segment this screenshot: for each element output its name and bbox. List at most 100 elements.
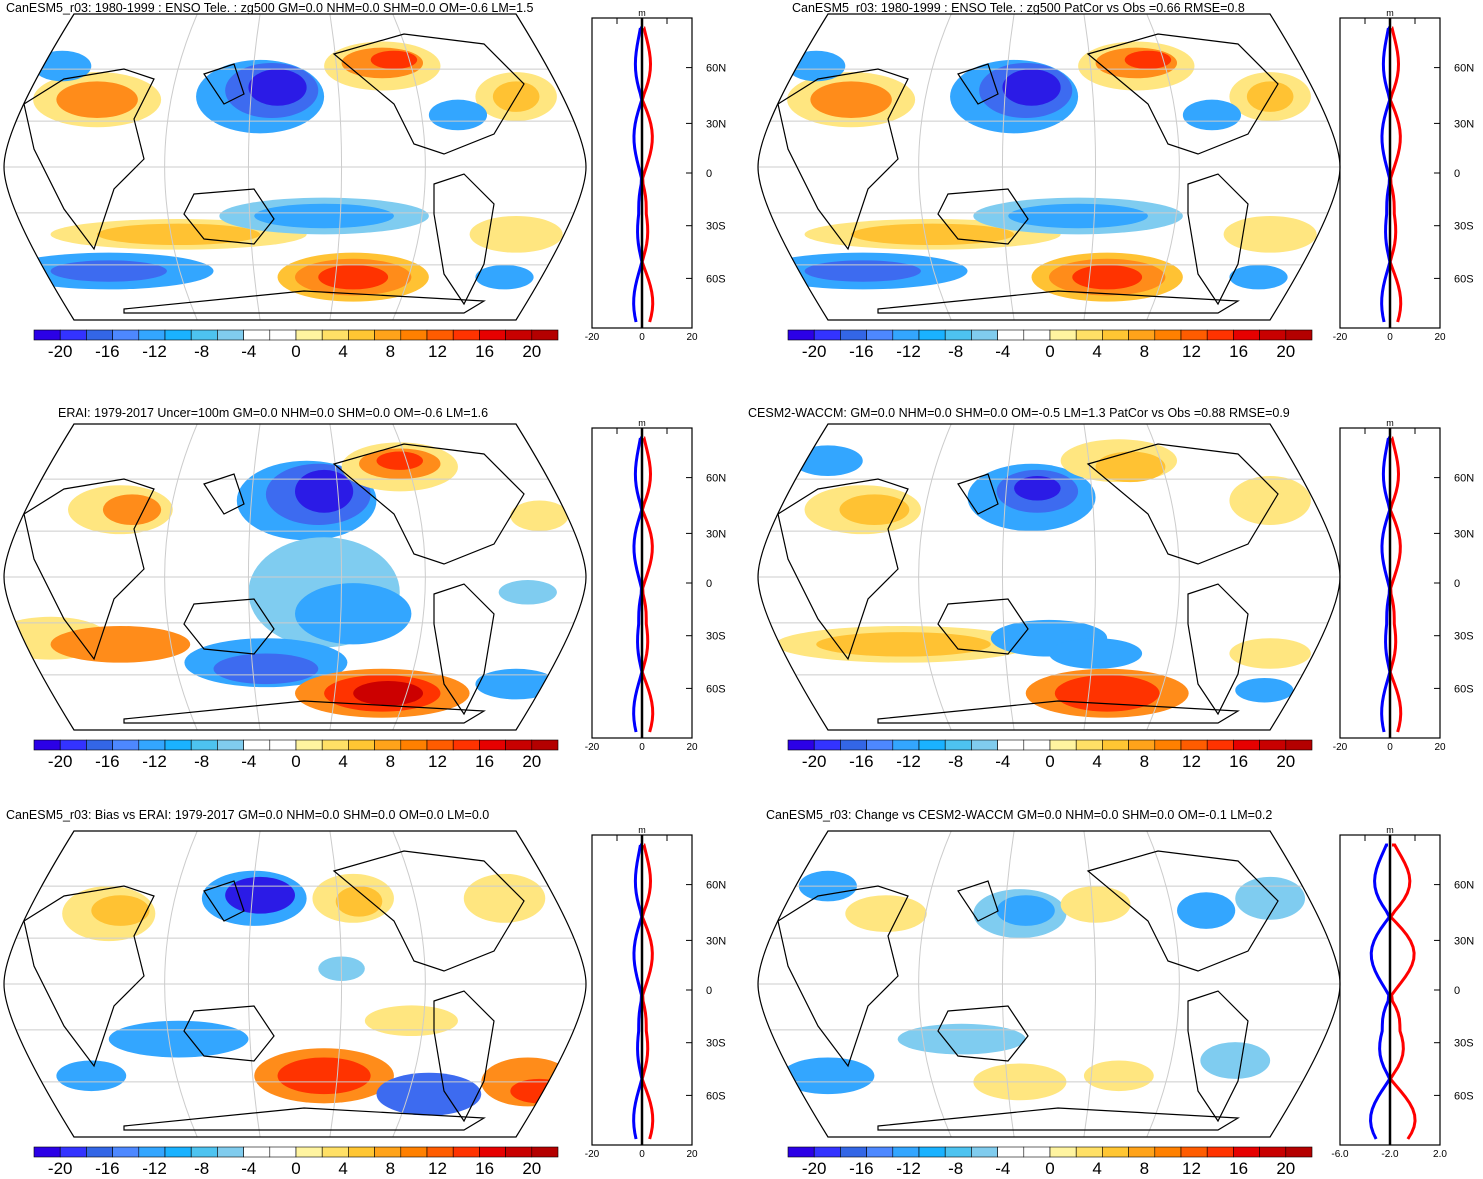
colorbar-tick-label: 12 [1182, 342, 1201, 361]
profile-line-negative [632, 26, 644, 323]
colorbar-tick-label: 12 [428, 752, 447, 771]
colorbar-tick-label: 0 [291, 752, 300, 771]
anomaly-contour [475, 264, 534, 290]
anomaly-contour [1229, 264, 1288, 290]
map-border [3, 423, 587, 731]
profile-line-positive [1388, 436, 1403, 733]
colorbar-swatch [813, 1146, 841, 1158]
colorbar-swatch [138, 739, 166, 751]
colorbar-swatch [295, 1146, 323, 1158]
colorbar-swatch [531, 739, 559, 751]
colorbar-tick-label: -12 [896, 1159, 921, 1178]
colorbar-swatch [866, 739, 894, 751]
coastline [937, 598, 1029, 655]
anomaly-contour [1049, 638, 1143, 669]
latitude-label: 0 [706, 168, 712, 180]
colorbar-tick-label: 20 [1276, 752, 1295, 771]
coastline [937, 1005, 1029, 1062]
colorbar-swatch [531, 329, 559, 341]
coastline [433, 173, 495, 306]
map-border [757, 423, 1341, 731]
latitude-label: 0 [1454, 985, 1460, 997]
colorbar-tick-label: 12 [1182, 1159, 1201, 1178]
coastline [433, 990, 495, 1123]
panel-cesm2-waccm: CESM2-WACCM: GM=0.0 NHM=0.0 SHM=0.0 OM=-… [748, 400, 1483, 790]
colorbar-tick-label: -20 [802, 342, 827, 361]
colorbar-tick-label: -12 [142, 1159, 167, 1178]
profile-xtick-label: 0 [1387, 742, 1393, 753]
panel-title: CanESM5_r03: Change vs CESM2-WACCM GM=0.… [766, 808, 1273, 822]
coastline [1086, 443, 1279, 565]
coastline [123, 290, 486, 314]
colorbar-tick-label: -4 [995, 342, 1010, 361]
colorbar-swatch [1285, 329, 1313, 341]
latitude-label: 60S [706, 683, 726, 695]
colorbar-swatch [997, 329, 1025, 341]
panel-title: CanESM5_r03: 1980-1999 : ENSO Tele. : zg… [792, 1, 1245, 15]
colorbar-swatch [1233, 329, 1260, 341]
coastline [777, 68, 909, 251]
colorbar-swatch [295, 739, 323, 751]
colorbar-swatch [866, 329, 894, 341]
colorbar-tick-label: -12 [896, 752, 921, 771]
colorbar-swatch [1233, 739, 1260, 751]
colorbar-tick-label: 12 [428, 1159, 447, 1178]
colorbar-tick-label: -12 [142, 752, 167, 771]
colorbar-swatch [787, 329, 815, 341]
colorbar-swatch [1285, 1146, 1313, 1158]
map-field [4, 14, 586, 320]
colorbar-tick-label: -20 [48, 1159, 73, 1178]
anomaly-contour [1200, 1042, 1271, 1079]
anomaly-contour [1083, 1060, 1154, 1092]
panel-erai-observations: ERAI: 1979-2017 Uncer=100m GM=0.0 NHM=0.… [0, 400, 741, 790]
map-field [758, 424, 1340, 730]
map-field [4, 424, 586, 730]
latitude-label: 0 [1454, 168, 1460, 180]
anomaly-contour [1072, 264, 1143, 290]
colorbar-tick-label: 16 [475, 752, 494, 771]
coastline [877, 290, 1240, 314]
colorbar-swatch [33, 1146, 61, 1158]
colorbar-swatch [918, 1146, 946, 1158]
colorbar-swatch [321, 739, 349, 751]
anomaly-contour [475, 668, 557, 700]
colorbar-swatch [190, 739, 218, 751]
colorbar-swatch [1206, 329, 1234, 341]
profile-xtick-label: -6.0 [1331, 1149, 1349, 1160]
anomaly-contour [254, 203, 394, 229]
colorbar-swatch [295, 329, 323, 341]
colorbar-tick-label: -20 [802, 1159, 827, 1178]
latitude-label: 60S [706, 1090, 726, 1102]
profile-xtick-label: -20 [585, 1149, 600, 1160]
colorbar-swatch [1023, 329, 1051, 341]
colorbar-swatch [452, 329, 480, 341]
anomaly-contour [1014, 476, 1061, 501]
colorbar-swatch [138, 329, 166, 341]
coastline [23, 885, 155, 1068]
profile-xtick-label: 20 [1434, 742, 1446, 753]
anomaly-contour [1008, 203, 1148, 229]
profile-xtick-label: 0 [639, 332, 645, 343]
latitude-label: 30N [1454, 935, 1474, 947]
coastline [877, 1107, 1240, 1131]
anomaly-contour [428, 99, 488, 131]
colorbar-swatch [1206, 1146, 1234, 1158]
anomaly-contour [810, 81, 892, 119]
profile-xtick-label: -20 [585, 742, 600, 753]
colorbar-tick-label: -12 [142, 342, 167, 361]
anomaly-contour [108, 1020, 249, 1058]
colorbar-swatch [1023, 739, 1051, 751]
colorbar-swatch [452, 739, 480, 751]
anomaly-contour [851, 223, 1015, 246]
colorbar-swatch [112, 739, 140, 751]
colorbar-swatch [1075, 329, 1103, 341]
anomaly-contour [510, 1078, 569, 1104]
colorbar-swatch [190, 329, 218, 341]
colorbar-swatch [971, 739, 998, 751]
colorbar-swatch [86, 329, 113, 341]
anomaly-contour [792, 445, 863, 477]
anomaly-contour [295, 469, 354, 513]
colorbar-swatch [813, 739, 841, 751]
colorbar-swatch [1128, 1146, 1156, 1158]
colorbar-swatch [531, 1146, 559, 1158]
